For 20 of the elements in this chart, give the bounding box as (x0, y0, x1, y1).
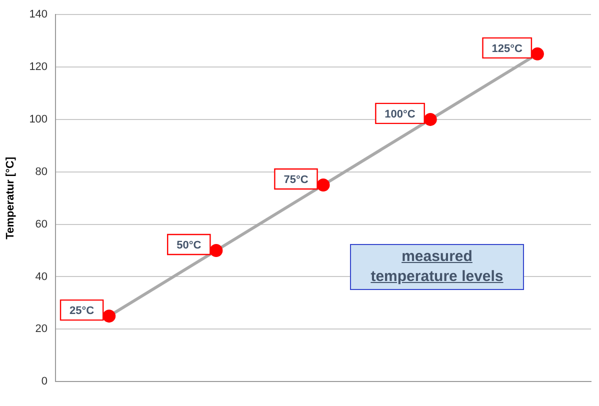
y-tick-label: 140 (29, 8, 48, 21)
point (102, 310, 116, 323)
annotation: measured temperature levels (350, 244, 524, 290)
data-label: 50°C (176, 240, 202, 252)
y-tick-label: 20 (35, 323, 48, 336)
y-tick-label: 120 (29, 61, 48, 74)
y-tick-label: 100 (29, 113, 48, 126)
data-label: 75°C (284, 174, 308, 186)
y-tick-label: 80 (35, 166, 48, 178)
y-tick-label: 60 (35, 218, 48, 230)
y-axis-title: Temperatur [°C] (4, 156, 17, 240)
data-label: 100°C (384, 108, 416, 120)
y-tick-label: 0 (41, 376, 48, 388)
data-label: 125°C (492, 42, 523, 55)
point (210, 244, 223, 258)
point (424, 112, 437, 126)
point (530, 47, 544, 60)
data-label: 25°C (70, 305, 94, 318)
y-tick-label: 40 (35, 270, 48, 283)
point (316, 178, 330, 192)
